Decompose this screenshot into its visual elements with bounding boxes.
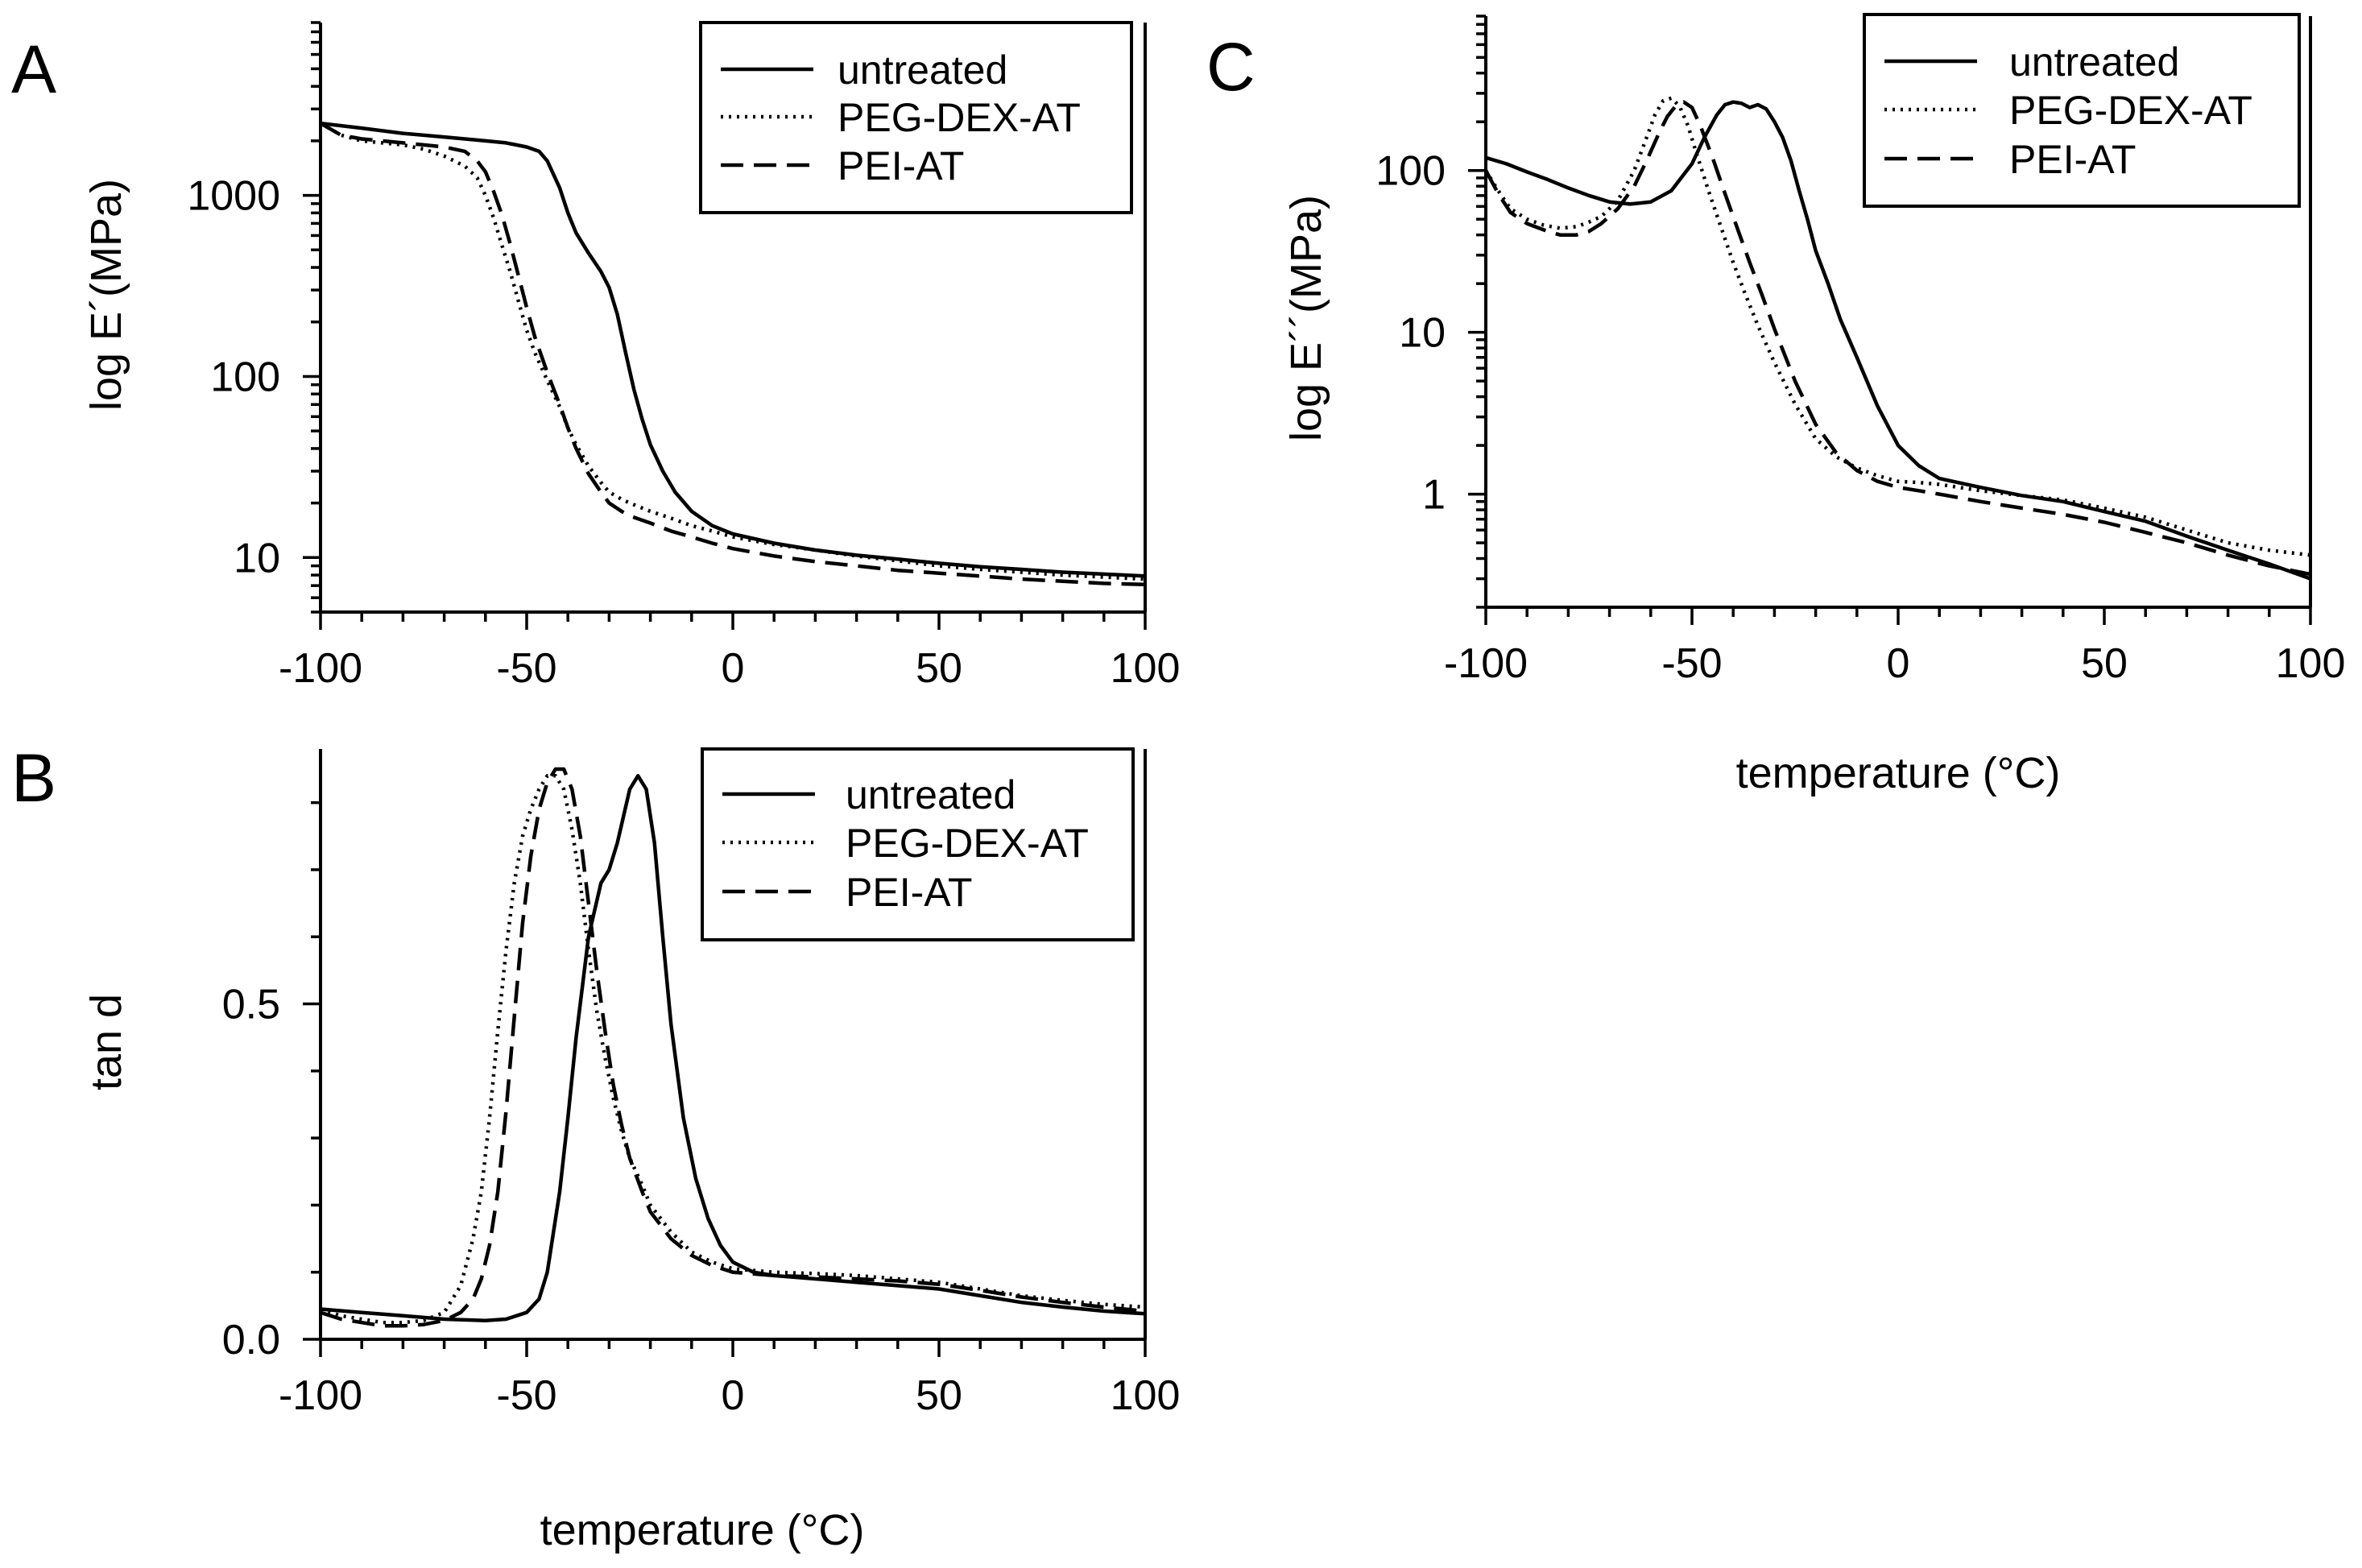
panel-b-y-axis-title: tan d [82, 994, 130, 1090]
panel-c-x-tick-label: 0 [1887, 640, 1910, 687]
panel-a-x-tick-label: -100 [279, 645, 362, 692]
panel-b-legend-label-pei-at: PEI-AT [846, 870, 972, 915]
panel-b-x-tick-label: -100 [279, 1372, 362, 1419]
panel-c-legend-box [1863, 13, 2301, 208]
panel-c-x-tick-label: 100 [2276, 640, 2346, 687]
panel-c-y-tick-label: 100 [1375, 148, 1446, 195]
panel-c: C log E´´(MPa) temperature (°C) -100 -50 0… [1206, 13, 2346, 797]
panel-c-series-pei-at [1486, 100, 2310, 577]
panel-a-legend-label-untreated: untreated [838, 48, 1007, 93]
panel-b-x-tick-label: -50 [496, 1372, 556, 1419]
panel-a-axes: -100 -50 0 50 100 10 100 1000 [187, 21, 1181, 692]
panel-c-axes: -100 -50 0 50 100 1 10 100 [1375, 14, 2346, 687]
panel-c-x-tick-label: -50 [1661, 640, 1722, 687]
panel-b-x-tick-label: 100 [1111, 1372, 1181, 1419]
panel-b-series-pei-at [321, 767, 1145, 1328]
panel-c-x-axis-title: temperature (°C) [1736, 749, 2061, 797]
panel-b-axes: -100 -50 0 50 100 0.0 0.5 [222, 749, 1181, 1419]
panel-c-legend-label-pei-at: PEI-AT [2009, 137, 2136, 182]
panel-a-series-peg-dex-at [321, 122, 1145, 581]
panel-a-series-pei-at [321, 122, 1145, 587]
panel-b-series-group [321, 767, 1145, 1328]
panel-c-x-tick-label: -100 [1444, 640, 1528, 687]
panel-a-x-tick-label: 0 [722, 645, 745, 692]
panel-b-x-tick-label: 0 [722, 1372, 745, 1419]
panel-a-legend-label-pei-at: PEI-AT [838, 143, 964, 188]
panel-a-x-tick-label: -50 [496, 645, 556, 692]
panel-c-letter: C [1206, 29, 1255, 105]
panel-a-legend: untreated PEG-DEX-AT PEI-AT [699, 21, 1133, 214]
panel-a-y-axis-title: log E´(MPa) [82, 179, 130, 411]
panel-c-series-group [1486, 96, 2310, 581]
panel-c-y-tick-label: 1 [1422, 472, 1446, 519]
panel-b-legend-label-untreated: untreated [846, 772, 1016, 817]
panel-a-legend-box [699, 21, 1133, 214]
panel-c-legend: untreated PEG-DEX-AT PEI-AT [1863, 13, 2301, 208]
panel-a-y-tick-label: 100 [210, 354, 280, 400]
panel-c-y-tick-label: 10 [1399, 310, 1446, 357]
panel-b-letter: B [11, 740, 56, 816]
panel-a-series-group [321, 121, 1145, 587]
panel-a-series-untreated [321, 121, 1145, 578]
panel-b-y-tick-label: 0.5 [222, 982, 280, 1028]
panel-a: A log E´(MPa) -100 -50 0 50 100 10 100 1000 unt… [11, 21, 1181, 692]
panel-a-y-tick-label: 10 [234, 535, 280, 581]
panel-c-legend-label-untreated: untreated [2009, 39, 2179, 85]
panel-b-legend: untreated PEG-DEX-AT PEI-AT [701, 747, 1135, 941]
panel-c-y-axis-title: log E´´(MPa) [1282, 195, 1330, 441]
panel-b-x-axis-title: temperature (°C) [540, 1506, 865, 1554]
panel-a-letter: A [11, 31, 56, 107]
panel-b-series-peg-dex-at [321, 774, 1145, 1325]
panel-b-x-tick-label: 50 [916, 1372, 962, 1419]
panel-a-x-tick-label: 50 [916, 645, 962, 692]
panel-b-legend-box [701, 747, 1135, 941]
panel-b: B tan d temperature (°C) -100 -50 0 50 100 0.… [11, 740, 1180, 1554]
panel-b-y-tick-label: 0.0 [222, 1317, 280, 1363]
panel-c-x-tick-label: 50 [2081, 640, 2128, 687]
panel-b-series-untreated [321, 774, 1145, 1322]
panel-c-legend-label-peg-dex-at: PEG-DEX-AT [2009, 88, 2252, 133]
panel-b-legend-label-peg-dex-at: PEG-DEX-AT [846, 821, 1089, 866]
panel-a-x-tick-label: 100 [1111, 645, 1181, 692]
panel-a-y-tick-label: 1000 [187, 173, 280, 220]
panel-c-series-peg-dex-at [1486, 96, 2310, 557]
panel-a-legend-label-peg-dex-at: PEG-DEX-AT [838, 95, 1081, 140]
